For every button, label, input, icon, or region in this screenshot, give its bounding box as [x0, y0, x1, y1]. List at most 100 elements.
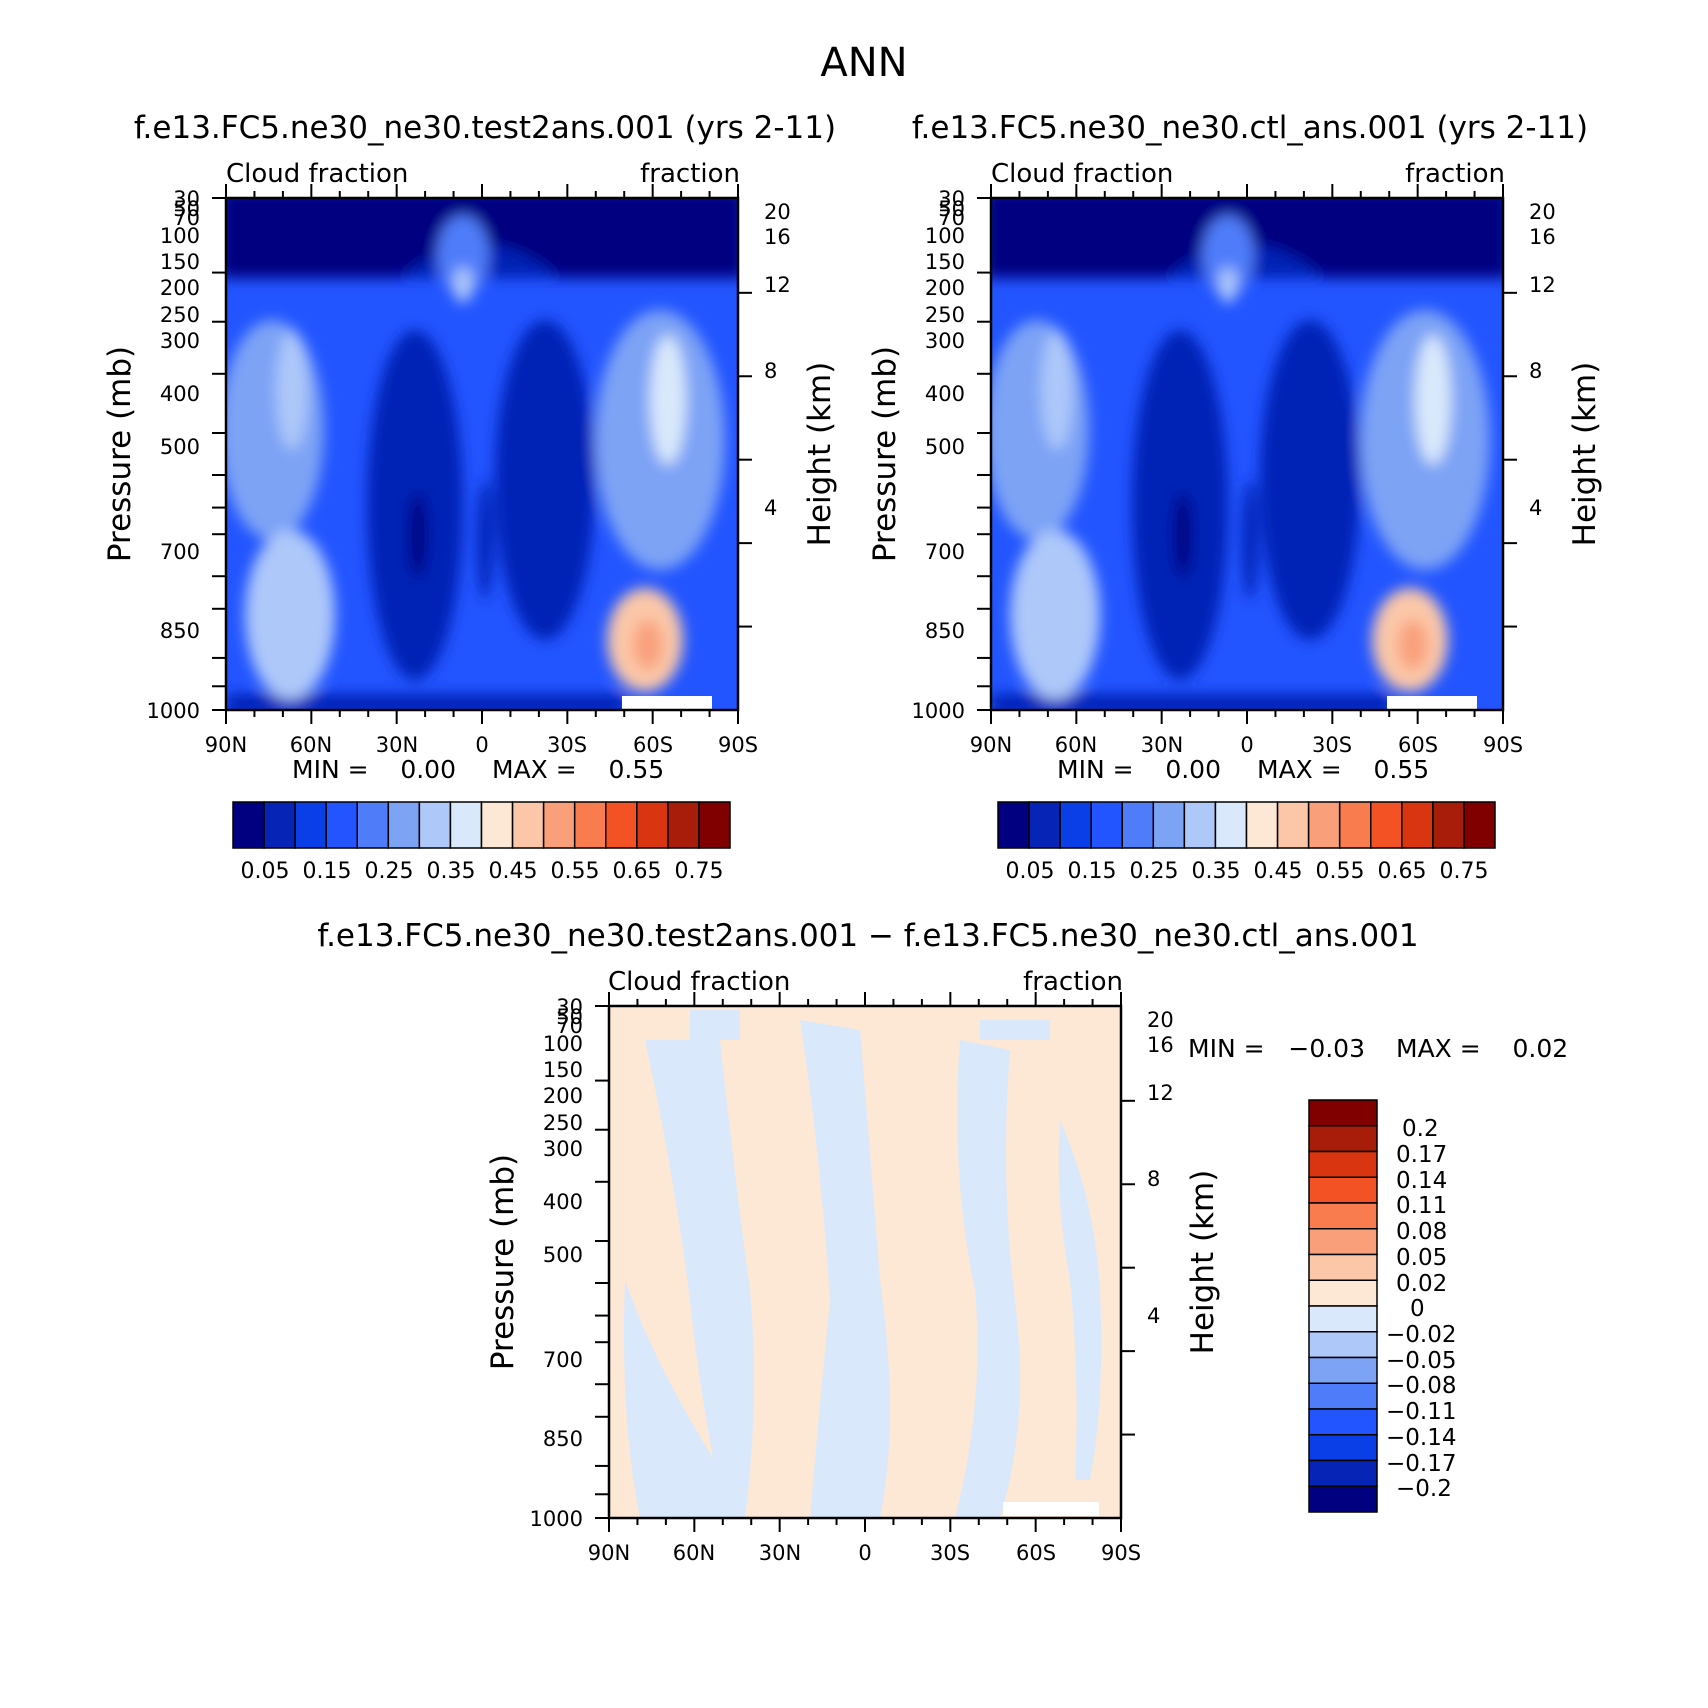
colorbar-label: 0.2: [1402, 1116, 1439, 1142]
field-negative-band-eq: [800, 1020, 890, 1518]
panel-difference-left-label: Cloud fraction: [608, 967, 790, 997]
panel-test-x-ticks: 90N 60N 30N 0 30S 60S 90S: [205, 733, 758, 757]
colorbar-swatch: [1308, 1253, 1378, 1281]
x-tick-label: 90N: [205, 733, 247, 757]
colorbar-swatch: [605, 801, 638, 849]
colorbar-label: 0.17: [1396, 1142, 1447, 1168]
y-tick-label: 30: [556, 995, 583, 1019]
colorbar-swatch: [997, 801, 1030, 849]
colorbar-label: 0.35: [1192, 859, 1241, 884]
field-nh-mid-light: [991, 320, 1089, 540]
panel-difference-x-ticks: 90N 60N 30N 0 30S 60S 90S: [588, 1541, 1141, 1565]
panel-difference-ylabel-right: Height (km): [1185, 1170, 1221, 1355]
y-tick-label: 1000: [530, 1507, 583, 1531]
panel-control-tick-marks: [977, 184, 1517, 724]
colorbar-label: 0.15: [1068, 859, 1117, 884]
height-tick-label: 20: [764, 200, 791, 224]
y-tick-label: 250: [543, 1111, 583, 1135]
colorbar-swatch: [232, 801, 265, 849]
colorbar-label: 0.05: [1006, 859, 1055, 884]
colorbar-swatch: [1308, 1459, 1378, 1487]
field-sh-stratocumulus-core: [633, 620, 663, 670]
colorbar-swatch: [1121, 801, 1155, 849]
panel-control-height-ticks: 20 16 12 8 4: [1529, 200, 1556, 520]
field-missing-values: [1387, 696, 1477, 710]
x-tick-label: 30N: [1141, 733, 1183, 757]
colorbar-label: −0.08: [1386, 1373, 1456, 1399]
colorbar-swatch: [1028, 801, 1061, 849]
panel-control-y-ticks: 30 50 70 100 150 200 250 300 400 500 700…: [912, 187, 965, 723]
colorbar-swatch: [1183, 801, 1217, 849]
colorbar-swatch: [1308, 1356, 1378, 1384]
colorbar-swatch: [1308, 1279, 1378, 1307]
colorbar-label: 0.05: [1396, 1245, 1447, 1271]
field-eq-column: [1202, 215, 1254, 295]
colorbar-swatch: [418, 801, 452, 849]
panel-test-title: f.e13.FC5.ne30_ne30.test2ans.001 (yrs 2-…: [134, 110, 836, 146]
y-tick-label: 70: [938, 206, 965, 230]
height-tick-label: 16: [1529, 225, 1556, 249]
x-tick-label: 30S: [1312, 733, 1352, 757]
panel-difference-ylabel: Pressure (mb): [485, 1154, 521, 1370]
colorbar-label: 0.65: [613, 859, 662, 884]
colorbar-label: −0.2: [1396, 1476, 1452, 1502]
y-tick-label: 500: [925, 435, 965, 459]
colorbar-label: 0.15: [303, 859, 352, 884]
y-tick-label: 400: [925, 382, 965, 406]
y-tick-label: 70: [173, 206, 200, 230]
y-tick-label: 250: [925, 303, 965, 327]
field-nh-low-light: [1010, 530, 1100, 700]
colorbar-swatch: [1308, 1305, 1378, 1333]
panel-difference-min: MIN = −0.03: [1188, 1034, 1365, 1063]
panel-difference-right-label: fraction: [1023, 967, 1123, 997]
panel-control-colorbar: 0.05 0.15 0.25 0.35 0.45 0.55 0.65 0.75: [997, 801, 1496, 884]
colorbar-swatch: [1432, 801, 1465, 849]
colorbar-label: −0.11: [1386, 1399, 1456, 1425]
height-tick-label: 8: [1147, 1167, 1160, 1191]
colorbar-label: 0.75: [1440, 859, 1489, 884]
y-tick-label: 700: [543, 1348, 583, 1372]
y-tick-label: 50: [938, 197, 965, 221]
x-tick-label: 90S: [718, 733, 758, 757]
x-tick-label: 0: [1240, 733, 1253, 757]
panel-control-left-label: Cloud fraction: [991, 159, 1173, 189]
colorbar-swatch: [1307, 801, 1341, 849]
panel-control-x-ticks: 90N 60N 30N 0 30S 60S 90S: [970, 733, 1523, 757]
y-tick-label: 150: [543, 1058, 583, 1082]
colorbar-swatch: [698, 801, 731, 849]
colorbar-swatches: [232, 801, 731, 849]
height-tick-label: 8: [1529, 359, 1542, 383]
y-tick-label: 300: [925, 329, 965, 353]
panel-test-ylabel: Pressure (mb): [102, 346, 138, 562]
height-tick-label: 12: [1147, 1081, 1174, 1105]
colorbar-swatch: [1308, 1434, 1378, 1462]
colorbar-label: 0.02: [1396, 1271, 1447, 1297]
colorbar-swatch: [1370, 801, 1403, 849]
colorbar-labels: 0.2 0.17 0.14 0.11 0.08 0.05 0.02 0 −0.0…: [1386, 1116, 1456, 1502]
colorbar-swatch: [573, 801, 607, 849]
height-tick-label: 12: [764, 273, 791, 297]
panel-test: f.e13.FC5.ne30_ne30.test2ans.001 (yrs 2-…: [102, 110, 838, 884]
colorbar-swatch: [480, 801, 514, 849]
colorbar-swatch: [1308, 1228, 1378, 1256]
x-tick-label: 60S: [1016, 1541, 1056, 1565]
field-eq-column: [437, 215, 489, 295]
panel-test-min: MIN = 0.00: [292, 755, 456, 784]
colorbar-label: 0.25: [1130, 859, 1179, 884]
colorbar-label: 0.65: [1378, 859, 1427, 884]
x-tick-label: 60N: [1055, 733, 1097, 757]
field-eq-column-core: [1218, 267, 1238, 303]
colorbar-swatch: [1308, 1176, 1378, 1204]
x-tick-label: 30S: [930, 1541, 970, 1565]
field-lower-band: [226, 694, 626, 710]
field-dark-core-nh: [1174, 493, 1192, 577]
colorbar-swatch: [636, 801, 669, 849]
panel-test-height-ticks: 20 16 12 8 4: [764, 200, 791, 520]
colorbar-swatches: [997, 801, 1496, 849]
panel-test-right-label: fraction: [640, 159, 740, 189]
panel-test-colorbar: 0.05 0.15 0.25 0.35 0.45 0.55 0.65 0.75: [232, 801, 731, 884]
panel-difference-plot-area: [609, 1006, 1121, 1518]
colorbar-swatch: [1338, 801, 1372, 849]
colorbar-label: 0.25: [365, 859, 414, 884]
y-tick-label: 100: [925, 224, 965, 248]
